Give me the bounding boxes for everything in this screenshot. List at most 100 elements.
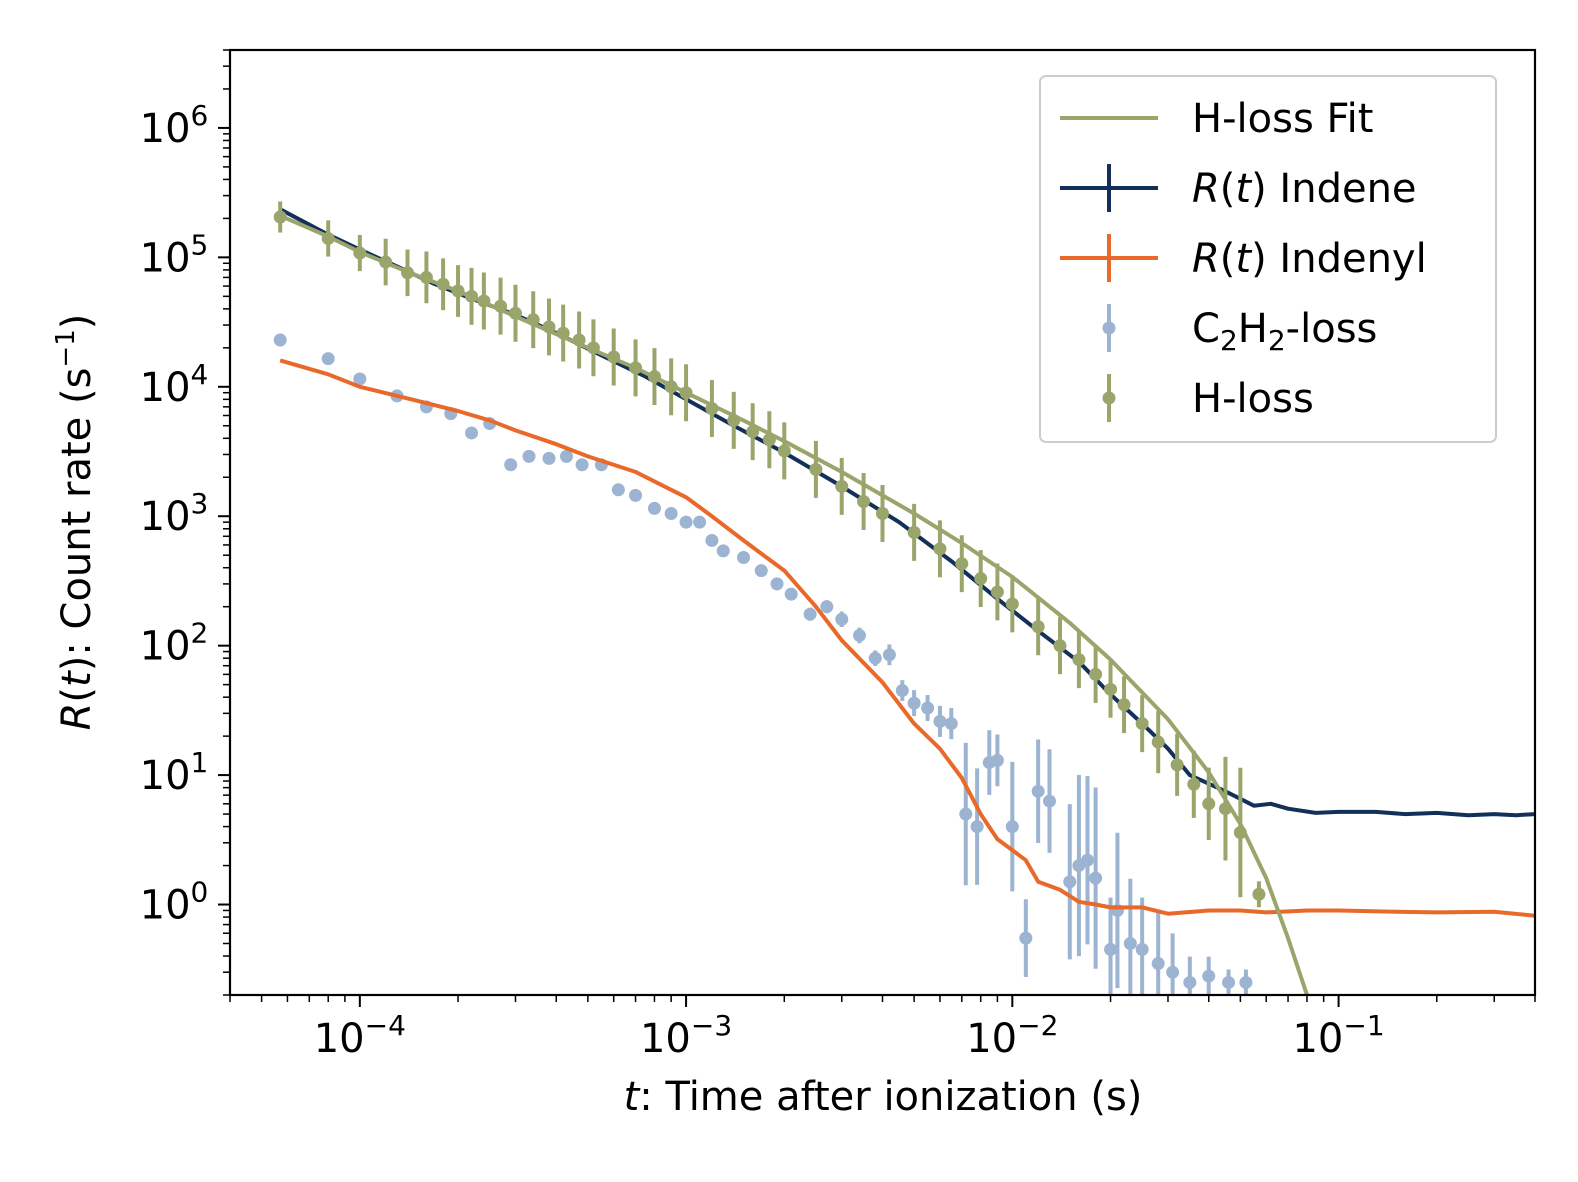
point-c2h2 xyxy=(933,714,947,728)
legend-label-c2h2: C2H2-loss xyxy=(1192,306,1377,357)
point-c2h2 xyxy=(1043,794,1057,808)
legend-entry-hloss: H-loss xyxy=(1102,374,1314,422)
point-c2h2 xyxy=(705,533,719,547)
point-c2h2 xyxy=(1151,957,1165,971)
y-tick-base: 10 xyxy=(140,753,191,799)
legend-entry-c2h2: C2H2-loss xyxy=(1102,304,1377,357)
point-c2h2 xyxy=(959,807,973,821)
point-c2h2 xyxy=(1104,942,1118,956)
point-c2h2 xyxy=(1239,975,1253,989)
series-line-hfit xyxy=(279,213,1309,995)
point-c2h2 xyxy=(1183,975,1197,989)
legend-label-hfit: H-loss Fit xyxy=(1192,96,1373,142)
point-hloss xyxy=(1202,797,1216,811)
y-tick-exp: 6 xyxy=(191,99,209,132)
legend-entry-hfit: H-loss Fit xyxy=(1060,96,1373,142)
x-tick-exp: −1 xyxy=(1343,1009,1384,1042)
legend-label-part: C xyxy=(1192,306,1220,352)
y-tick-exp: 4 xyxy=(191,358,209,391)
y-tick-label: 105 xyxy=(140,228,209,281)
point-hloss xyxy=(1187,777,1201,791)
legend-label-hloss: H-loss xyxy=(1192,376,1314,422)
point-hloss xyxy=(777,444,791,458)
y-tick-label: 100 xyxy=(140,876,209,929)
legend-label-part: 2 xyxy=(1220,324,1238,357)
point-c2h2 xyxy=(679,515,693,529)
y-axis-label: R(t): Count rate (s−1) xyxy=(51,314,100,731)
y-axis-unit-exp: −1 xyxy=(51,329,81,367)
point-hloss xyxy=(809,462,823,476)
y-axis-paren-open: ( xyxy=(54,687,100,703)
legend-label-paren: ( xyxy=(1220,236,1236,282)
y-tick-base: 10 xyxy=(140,365,191,411)
point-c2h2 xyxy=(784,587,798,601)
y-tick-exp: 2 xyxy=(191,617,209,650)
point-c2h2 xyxy=(273,333,287,347)
point-c2h2 xyxy=(907,696,921,710)
point-hloss xyxy=(1005,597,1019,611)
point-hloss xyxy=(876,506,889,520)
x-tick-base: 10 xyxy=(314,1016,365,1062)
legend-label-text: Indenyl xyxy=(1267,236,1427,282)
legend-label-paren: ) xyxy=(1251,166,1267,212)
point-c2h2 xyxy=(852,628,866,642)
x-tick-base: 10 xyxy=(966,1016,1017,1062)
point-c2h2 xyxy=(1222,975,1236,989)
point-hloss xyxy=(1252,887,1266,901)
y-tick-label: 102 xyxy=(140,617,209,670)
x-tick-label: 10−4 xyxy=(314,1009,406,1062)
point-c2h2 xyxy=(1081,853,1095,867)
x-tick-label: 10−2 xyxy=(966,1009,1058,1062)
point-hloss xyxy=(1089,667,1103,681)
legend-label-text: Indene xyxy=(1267,166,1417,212)
point-c2h2 xyxy=(664,506,678,520)
point-c2h2 xyxy=(321,352,335,366)
y-tick-base: 10 xyxy=(140,235,191,281)
legend: H-loss Fit R( t) Indene R(t) Indenyl C2H2-lo… xyxy=(1039,75,1497,443)
y-axis-arg: t xyxy=(54,670,100,687)
point-hloss xyxy=(1151,735,1165,749)
x-tick-exp: −2 xyxy=(1017,1009,1058,1042)
series-layer xyxy=(273,201,1535,995)
legend-label-indenyl: R(t) Indenyl xyxy=(1192,236,1427,282)
point-c2h2 xyxy=(647,501,661,515)
point-hloss xyxy=(933,542,947,556)
y-tick-base: 10 xyxy=(140,494,191,540)
y-axis-close: ) xyxy=(54,314,100,330)
legend-label-var: R xyxy=(1192,166,1220,212)
x-tick-base: 10 xyxy=(1292,1016,1343,1062)
legend-entry-indenyl: R(t) Indenyl xyxy=(1060,234,1427,282)
y-axis-var: R xyxy=(54,703,100,731)
point-c2h2 xyxy=(1063,875,1077,889)
point-hloss xyxy=(1117,698,1131,712)
point-c2h2 xyxy=(1005,820,1019,834)
point-c2h2 xyxy=(522,449,536,463)
point-c2h2 xyxy=(770,577,784,591)
point-hloss xyxy=(1170,758,1184,772)
point-hloss xyxy=(1072,653,1086,667)
x-tick-exp: −3 xyxy=(691,1009,732,1042)
point-c2h2 xyxy=(1089,871,1103,885)
point-c2h2 xyxy=(820,600,834,614)
point-c2h2 xyxy=(1019,931,1033,945)
legend-handle-marker xyxy=(1102,321,1116,335)
point-hloss xyxy=(1053,639,1067,653)
y-axis-text: : Count rate (s xyxy=(54,368,100,656)
point-c2h2 xyxy=(868,651,882,665)
point-hloss xyxy=(955,557,969,571)
y-tick-exp: 0 xyxy=(191,876,209,909)
point-hloss xyxy=(1031,620,1045,634)
y-tick-exp: 1 xyxy=(191,746,209,779)
point-c2h2 xyxy=(1031,784,1045,798)
point-c2h2 xyxy=(465,426,479,440)
legend-label-part: 2 xyxy=(1268,324,1286,357)
point-c2h2 xyxy=(944,717,958,731)
point-c2h2 xyxy=(803,607,817,621)
y-axis-paren-close: ) xyxy=(54,656,100,672)
legend-label-arg: t xyxy=(1235,166,1252,212)
y-tick-exp: 5 xyxy=(191,228,209,261)
series-c2h2 xyxy=(273,333,1253,995)
legend-handle-marker xyxy=(1102,391,1116,405)
y-tick-label: 104 xyxy=(140,358,209,411)
